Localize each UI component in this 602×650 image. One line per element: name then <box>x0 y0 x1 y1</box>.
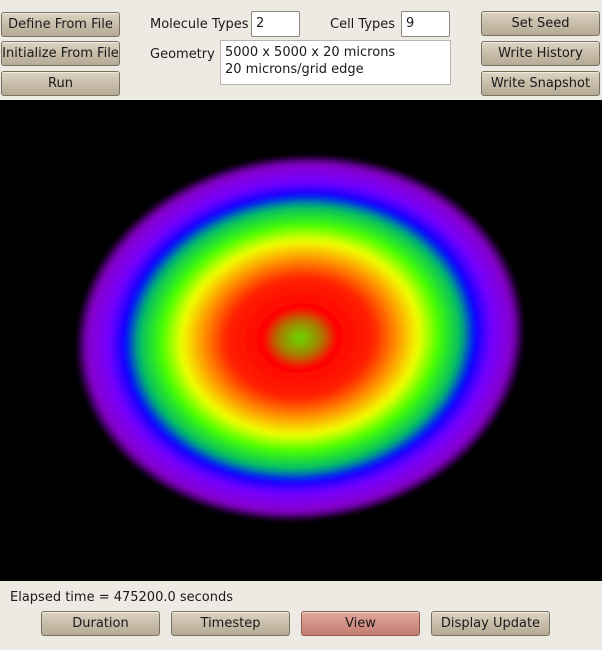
cell-types-input[interactable]: 9 <box>401 11 450 37</box>
define-from-file-button[interactable]: Define From File <box>1 12 120 37</box>
geometry-line-2: 20 microns/grid edge <box>225 62 364 77</box>
run-button[interactable]: Run <box>1 71 120 96</box>
simulation-canvas[interactable] <box>0 100 602 581</box>
write-history-button[interactable]: Write History <box>481 41 600 66</box>
geometry-label: Geometry <box>150 47 215 62</box>
timestep-button[interactable]: Timestep <box>171 611 290 636</box>
concentration-heatmap <box>76 155 524 521</box>
geometry-textarea[interactable]: 5000 x 5000 x 20 microns 20 microns/grid… <box>220 40 451 85</box>
elapsed-time-status: Elapsed time = 475200.0 seconds <box>10 590 234 605</box>
set-seed-button[interactable]: Set Seed <box>481 11 600 36</box>
molecule-types-input[interactable]: 2 <box>251 11 300 37</box>
initialize-from-file-button[interactable]: Initialize From File <box>1 41 120 66</box>
concentration-blob <box>76 155 524 521</box>
duration-button[interactable]: Duration <box>41 611 160 636</box>
write-snapshot-button[interactable]: Write Snapshot <box>481 71 600 96</box>
display-update-button[interactable]: Display Update <box>431 611 550 636</box>
cell-types-label: Cell Types <box>330 17 396 32</box>
view-button[interactable]: View <box>301 611 420 636</box>
geometry-line-1: 5000 x 5000 x 20 microns <box>225 45 396 60</box>
molecule-types-label: Molecule Types <box>150 17 249 32</box>
